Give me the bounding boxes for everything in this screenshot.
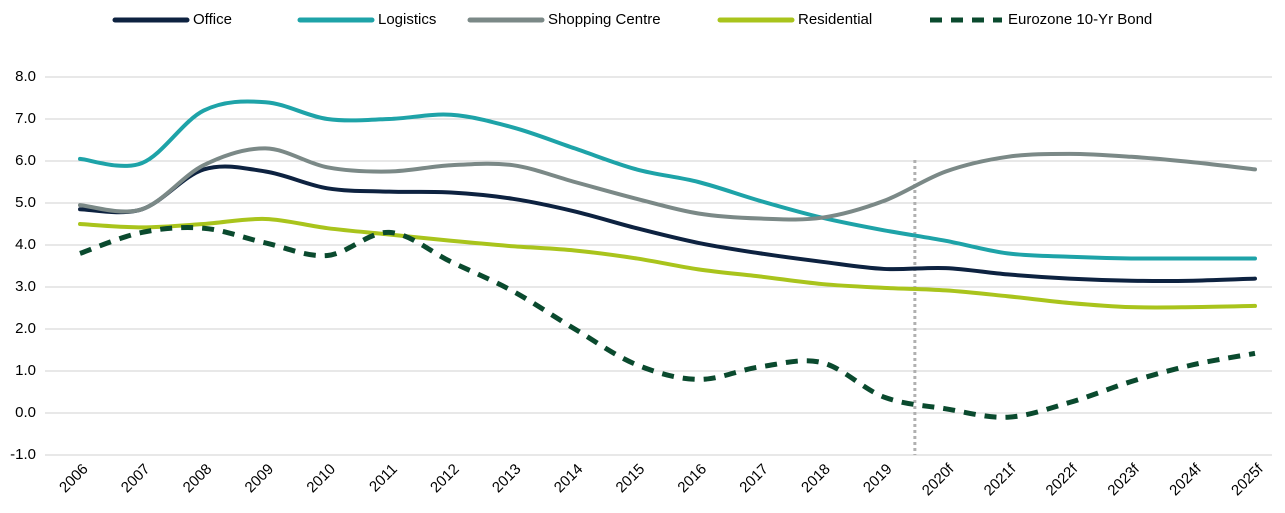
x-tick-label: 2020f xyxy=(919,460,958,499)
legend-label: Shopping Centre xyxy=(548,11,661,28)
legend-label: Logistics xyxy=(378,11,436,28)
x-tick-label: 2021f xyxy=(981,460,1020,499)
x-tick-label: 2009 xyxy=(242,461,278,497)
legend-label: Office xyxy=(193,11,232,28)
x-tick-label: 2015 xyxy=(613,461,649,497)
y-tick-label: 3.0 xyxy=(15,278,36,295)
legend-label: Residential xyxy=(798,11,872,28)
x-tick-label: 2023f xyxy=(1104,460,1143,499)
y-tick-label: 7.0 xyxy=(15,110,36,127)
x-tick-label: 2011 xyxy=(366,461,401,496)
y-tick-label: 1.0 xyxy=(15,362,36,379)
legend-label: Eurozone 10-Yr Bond xyxy=(1008,11,1152,28)
x-tick-label: 2019 xyxy=(860,461,896,497)
y-tick-label: 0.0 xyxy=(15,404,36,421)
x-tick-label: 2013 xyxy=(489,461,525,497)
y-tick-label: 5.0 xyxy=(15,194,36,211)
x-tick-label: 2024f xyxy=(1166,460,1205,499)
y-tick-label: 6.0 xyxy=(15,152,36,169)
x-tick-label: 2017 xyxy=(736,461,772,497)
series-line xyxy=(78,164,1257,283)
series-line xyxy=(78,99,1257,261)
y-tick-label: 8.0 xyxy=(15,68,36,85)
series-line xyxy=(79,225,1256,420)
series-line xyxy=(78,146,1257,222)
x-tick-label: 2010 xyxy=(303,461,339,497)
y-tick-label: 4.0 xyxy=(15,236,36,253)
y-tick-label: -1.0 xyxy=(10,446,36,463)
x-tick-label: 2025f xyxy=(1228,460,1267,499)
x-tick-label: 2018 xyxy=(798,461,834,497)
x-tick-label: 2022f xyxy=(1043,460,1082,499)
series-line xyxy=(78,216,1257,310)
x-tick-label: 2016 xyxy=(674,461,710,497)
x-tick-label: 2014 xyxy=(551,461,587,497)
x-tick-label: 2012 xyxy=(427,461,463,497)
x-tick-label: 2007 xyxy=(118,461,154,497)
x-tick-label: 2008 xyxy=(180,461,216,497)
x-tick-label: 2006 xyxy=(56,461,92,497)
y-tick-label: 2.0 xyxy=(15,320,36,337)
